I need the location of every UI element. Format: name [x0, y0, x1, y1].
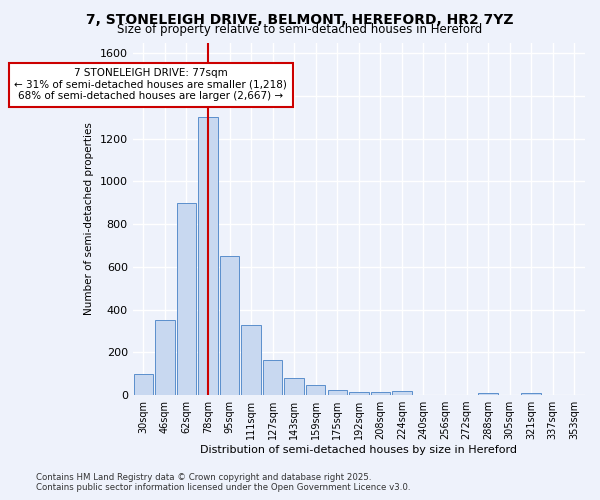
- Bar: [155, 320, 175, 395]
- Bar: [328, 390, 347, 395]
- Bar: [284, 378, 304, 395]
- Bar: [220, 256, 239, 395]
- Y-axis label: Number of semi-detached properties: Number of semi-detached properties: [84, 122, 94, 315]
- Text: 7 STONELEIGH DRIVE: 77sqm
← 31% of semi-detached houses are smaller (1,218)
68% : 7 STONELEIGH DRIVE: 77sqm ← 31% of semi-…: [14, 68, 287, 102]
- Bar: [521, 392, 541, 395]
- Bar: [306, 386, 325, 395]
- Bar: [263, 360, 283, 395]
- Bar: [199, 118, 218, 395]
- Bar: [392, 391, 412, 395]
- Bar: [177, 203, 196, 395]
- Text: Size of property relative to semi-detached houses in Hereford: Size of property relative to semi-detach…: [118, 22, 482, 36]
- Bar: [241, 324, 261, 395]
- Text: 7, STONELEIGH DRIVE, BELMONT, HEREFORD, HR2 7YZ: 7, STONELEIGH DRIVE, BELMONT, HEREFORD, …: [86, 12, 514, 26]
- Bar: [371, 392, 390, 395]
- Bar: [478, 392, 498, 395]
- X-axis label: Distribution of semi-detached houses by size in Hereford: Distribution of semi-detached houses by …: [200, 445, 517, 455]
- Bar: [349, 392, 368, 395]
- Bar: [134, 374, 153, 395]
- Text: Contains HM Land Registry data © Crown copyright and database right 2025.
Contai: Contains HM Land Registry data © Crown c…: [36, 473, 410, 492]
